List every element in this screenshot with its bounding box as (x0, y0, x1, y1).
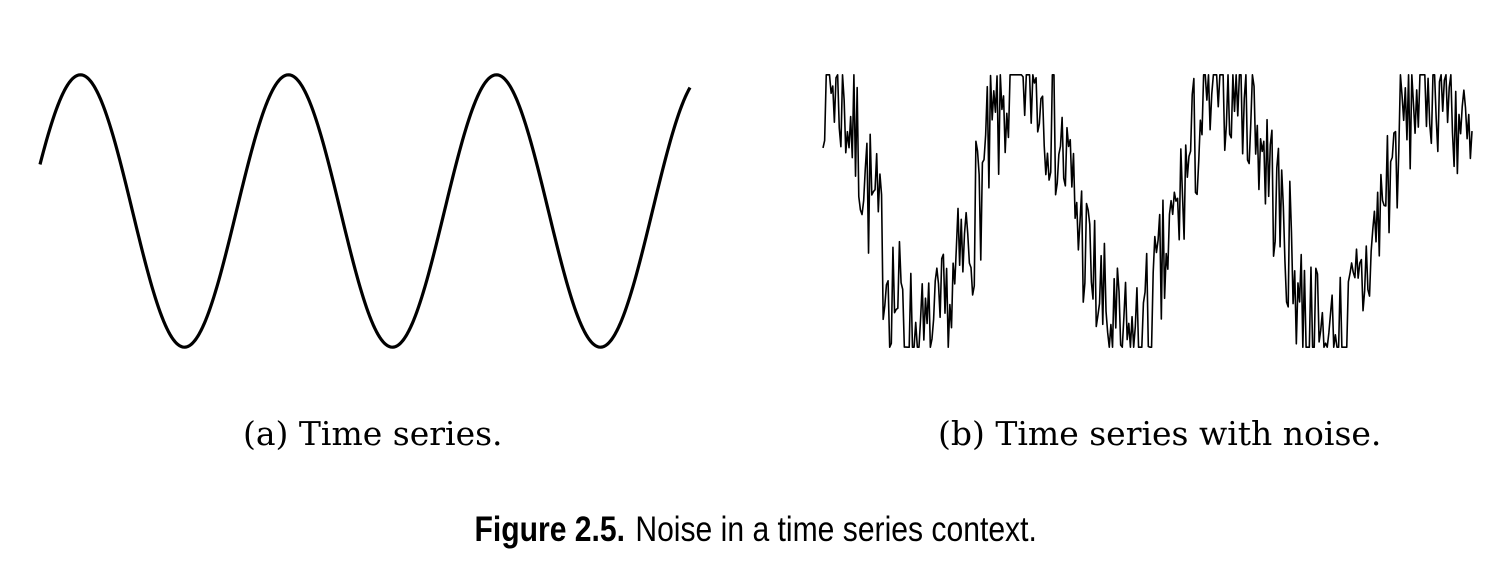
chart-a-svg (38, 73, 692, 349)
chart-time-series (30, 0, 700, 380)
figure-caption-text: Noise in a time series context. (635, 510, 1037, 549)
chart-b-svg (822, 74, 1473, 348)
series-line-0 (38, 73, 692, 349)
subcaption-b: (b) Time series with noise. (938, 414, 1382, 453)
series-line-0 (822, 74, 1473, 348)
chart-time-series-noise (815, 0, 1480, 380)
subcaption-a: (a) Time series. (243, 414, 503, 453)
figure-caption: Figure 2.5. Noise in a time series contex… (109, 510, 1403, 550)
figure-label: Figure 2.5. (474, 510, 626, 549)
